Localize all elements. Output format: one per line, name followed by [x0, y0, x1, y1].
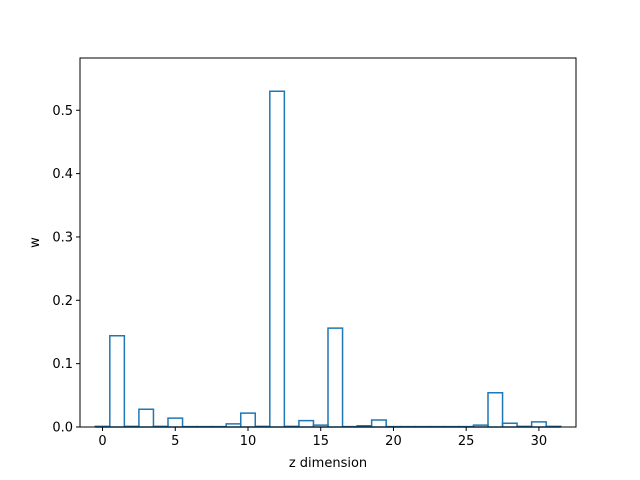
x-tick-label: 5 [171, 434, 179, 449]
y-tick-label: 0.5 [52, 104, 73, 119]
y-axis-ticks: 0.0 0.1 0.2 0.3 0.4 0.5 [52, 104, 80, 436]
y-tick-label: 0.0 [52, 421, 73, 436]
histogram-bar [109, 335, 126, 427]
x-tick-label: 20 [385, 434, 402, 449]
y-tick-label: 0.1 [52, 357, 73, 372]
histogram-bar [269, 90, 286, 427]
histogram-bar [298, 419, 315, 427]
histogram-bar [138, 408, 155, 427]
x-tick-label: 30 [531, 434, 548, 449]
x-tick-label: 0 [98, 434, 106, 449]
histogram-bar [501, 422, 518, 427]
histogram-bar [327, 327, 344, 427]
histogram-bar [167, 417, 184, 427]
histogram-bar [370, 419, 387, 427]
y-axis-label: w [28, 237, 43, 248]
x-tick-label: 15 [312, 434, 329, 449]
y-tick-label: 0.4 [52, 167, 73, 182]
histogram-bar [239, 412, 257, 427]
axes-frame [79, 57, 577, 428]
y-tick-label: 0.2 [52, 294, 73, 309]
y-tick-label: 0.3 [52, 230, 73, 245]
x-axis-label: z dimension [289, 456, 367, 471]
x-tick-label: 25 [458, 434, 475, 449]
histogram-bar [487, 392, 504, 427]
x-tick-label: 10 [240, 434, 257, 449]
histogram-bar [530, 421, 547, 427]
x-axis-ticks: 0 5 10 15 20 25 30 [98, 427, 547, 449]
